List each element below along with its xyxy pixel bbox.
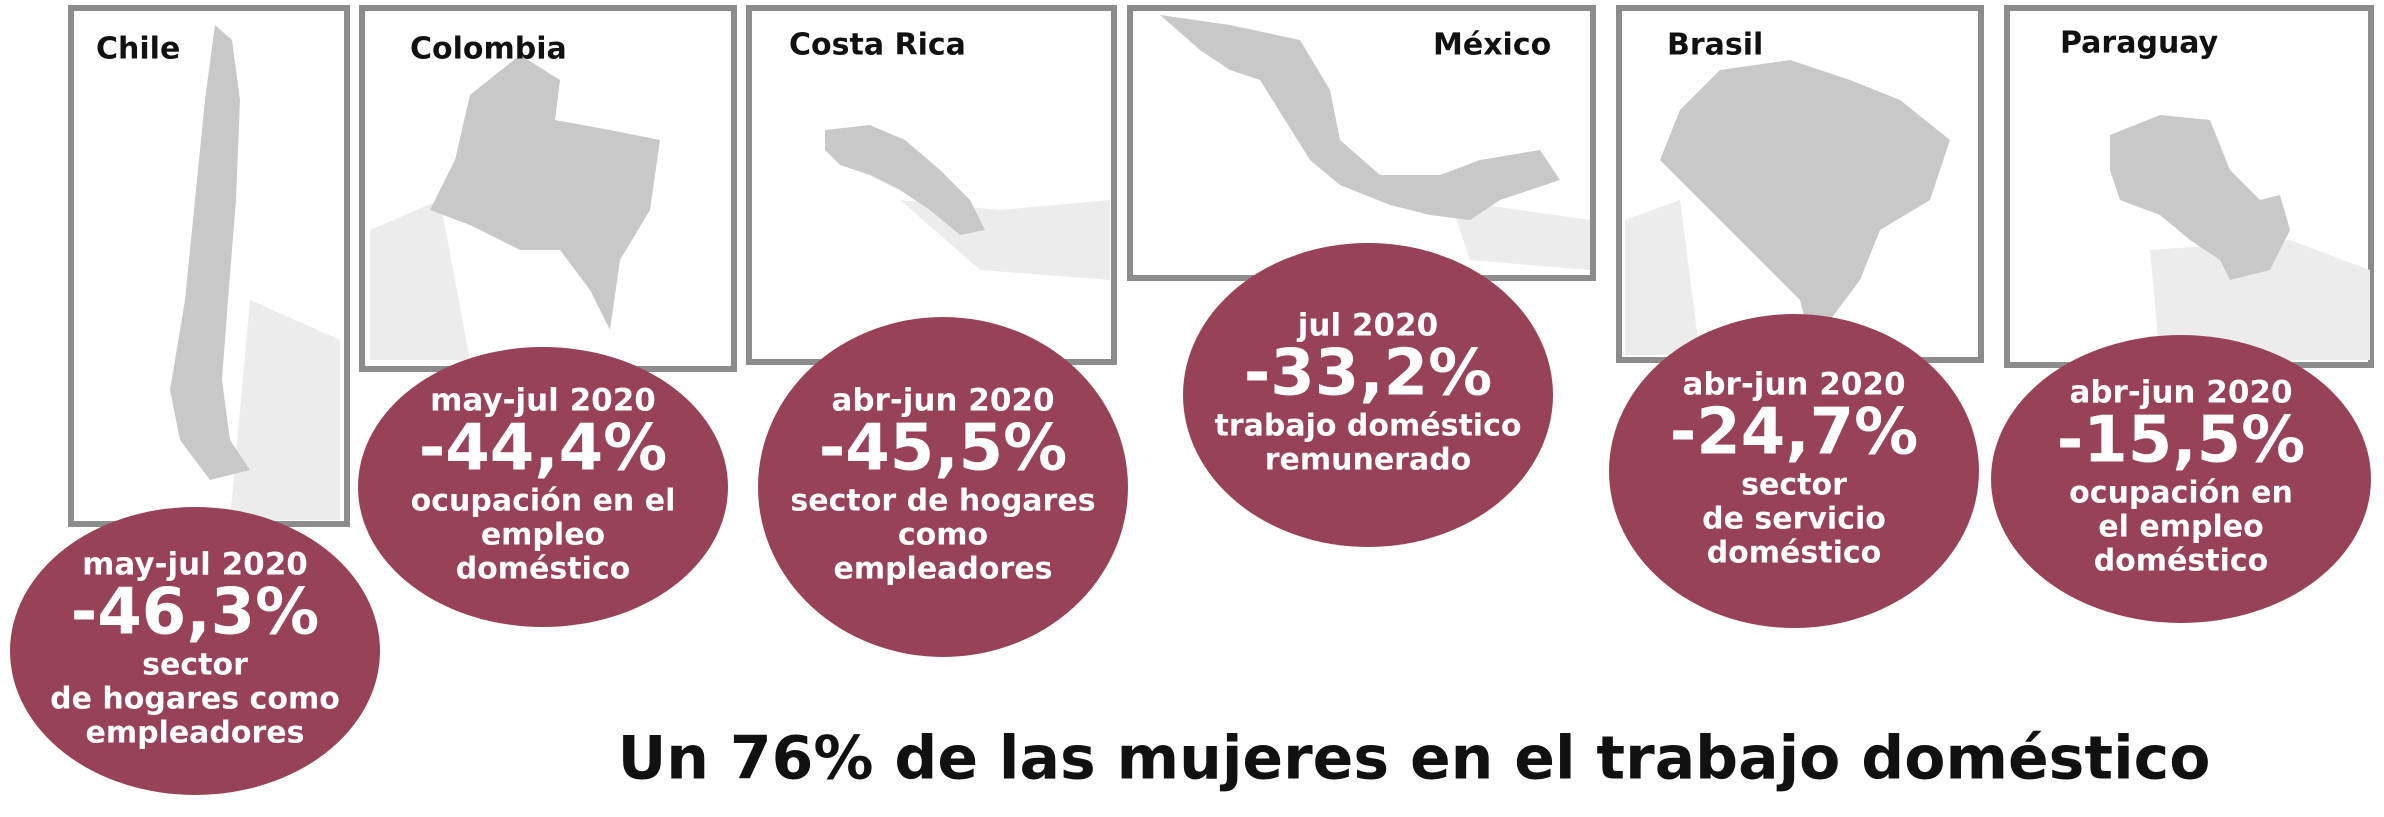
stat-value: -15,5% [2057,404,2306,478]
map-neighbors [2150,240,2370,360]
country-label: Colombia [410,32,567,67]
country-label: Chile [96,32,180,67]
country-label: Paraguay [2060,26,2219,61]
stat-bubble: jul 2020-33,2%trabajo domésticoremunerad… [1183,243,1553,547]
bubble [1991,335,2371,623]
map-panel: Chile [68,5,350,527]
map-neighbors [230,300,340,520]
country-shape [170,25,250,480]
country-label: México [1433,28,1551,63]
bubble [758,317,1128,657]
period-label: may-jul 2020 [82,547,308,583]
description-line: empleo [481,518,605,553]
map-panel: Costa Rica [746,5,1117,365]
description-line: de hogares como [50,682,340,717]
description-line: doméstico [456,552,631,587]
stat-value: -33,2% [1244,337,1493,411]
period-label: may-jul 2020 [430,383,656,419]
description-line: trabajo doméstico [1214,409,1521,444]
country-label: Brasil [1667,28,1763,63]
bubble [1183,243,1553,547]
stat-bubble: may-jul 2020-44,4%ocupación en elempleod… [358,347,728,627]
map-panel: México [1127,5,1596,281]
country-shape [1660,60,1950,340]
country-shape [1160,15,1560,220]
map-neighbors [1625,200,1700,355]
map-neighbors [1450,200,1590,270]
description-line: sector de hogares [790,484,1095,519]
bubble [10,507,380,795]
footer-text: Un 76% de las mujeres en el trabajo domé… [618,724,2211,794]
maps: Chile Colombia Costa Rica México Brasil Parag… [68,5,2374,527]
country-label: Costa Rica [789,28,966,63]
period-label: abr-jun 2020 [831,383,1054,419]
description-line: ocupación en el [411,484,676,519]
bubble [358,347,728,627]
map-neighbors [370,200,470,360]
description-line: como [898,518,988,553]
stat-value: -45,5% [819,412,1068,486]
description-line: el empleo [2098,510,2263,545]
map-panel: Paraguay [2004,5,2374,368]
country-shape [2110,115,2290,280]
bubble [1609,314,1979,628]
stat-value: -24,7% [1670,396,1919,470]
period-label: abr-jun 2020 [2069,375,2292,411]
country-shape [825,125,985,235]
country-shape [430,55,660,330]
map-panel: Brasil [1616,5,1984,363]
stat-value: -46,3% [71,576,320,650]
description-line: doméstico [1707,536,1882,571]
description-line: empleadores [85,716,304,751]
description-line: sector [142,648,248,683]
description-line: ocupación en [2069,476,2293,511]
period-label: jul 2020 [1296,308,1438,344]
description-line: sector [1741,468,1847,503]
description-line: de servicio [1702,502,1886,537]
stat-value: -44,4% [419,412,668,486]
period-label: abr-jun 2020 [1682,367,1905,403]
description-line: remunerado [1265,443,1472,478]
description-line: doméstico [2094,544,2269,579]
description-line: empleadores [833,552,1052,587]
map-panel: Colombia [359,5,737,372]
stat-bubble: abr-jun 2020-45,5%sector de hogarescomoe… [758,317,1128,657]
